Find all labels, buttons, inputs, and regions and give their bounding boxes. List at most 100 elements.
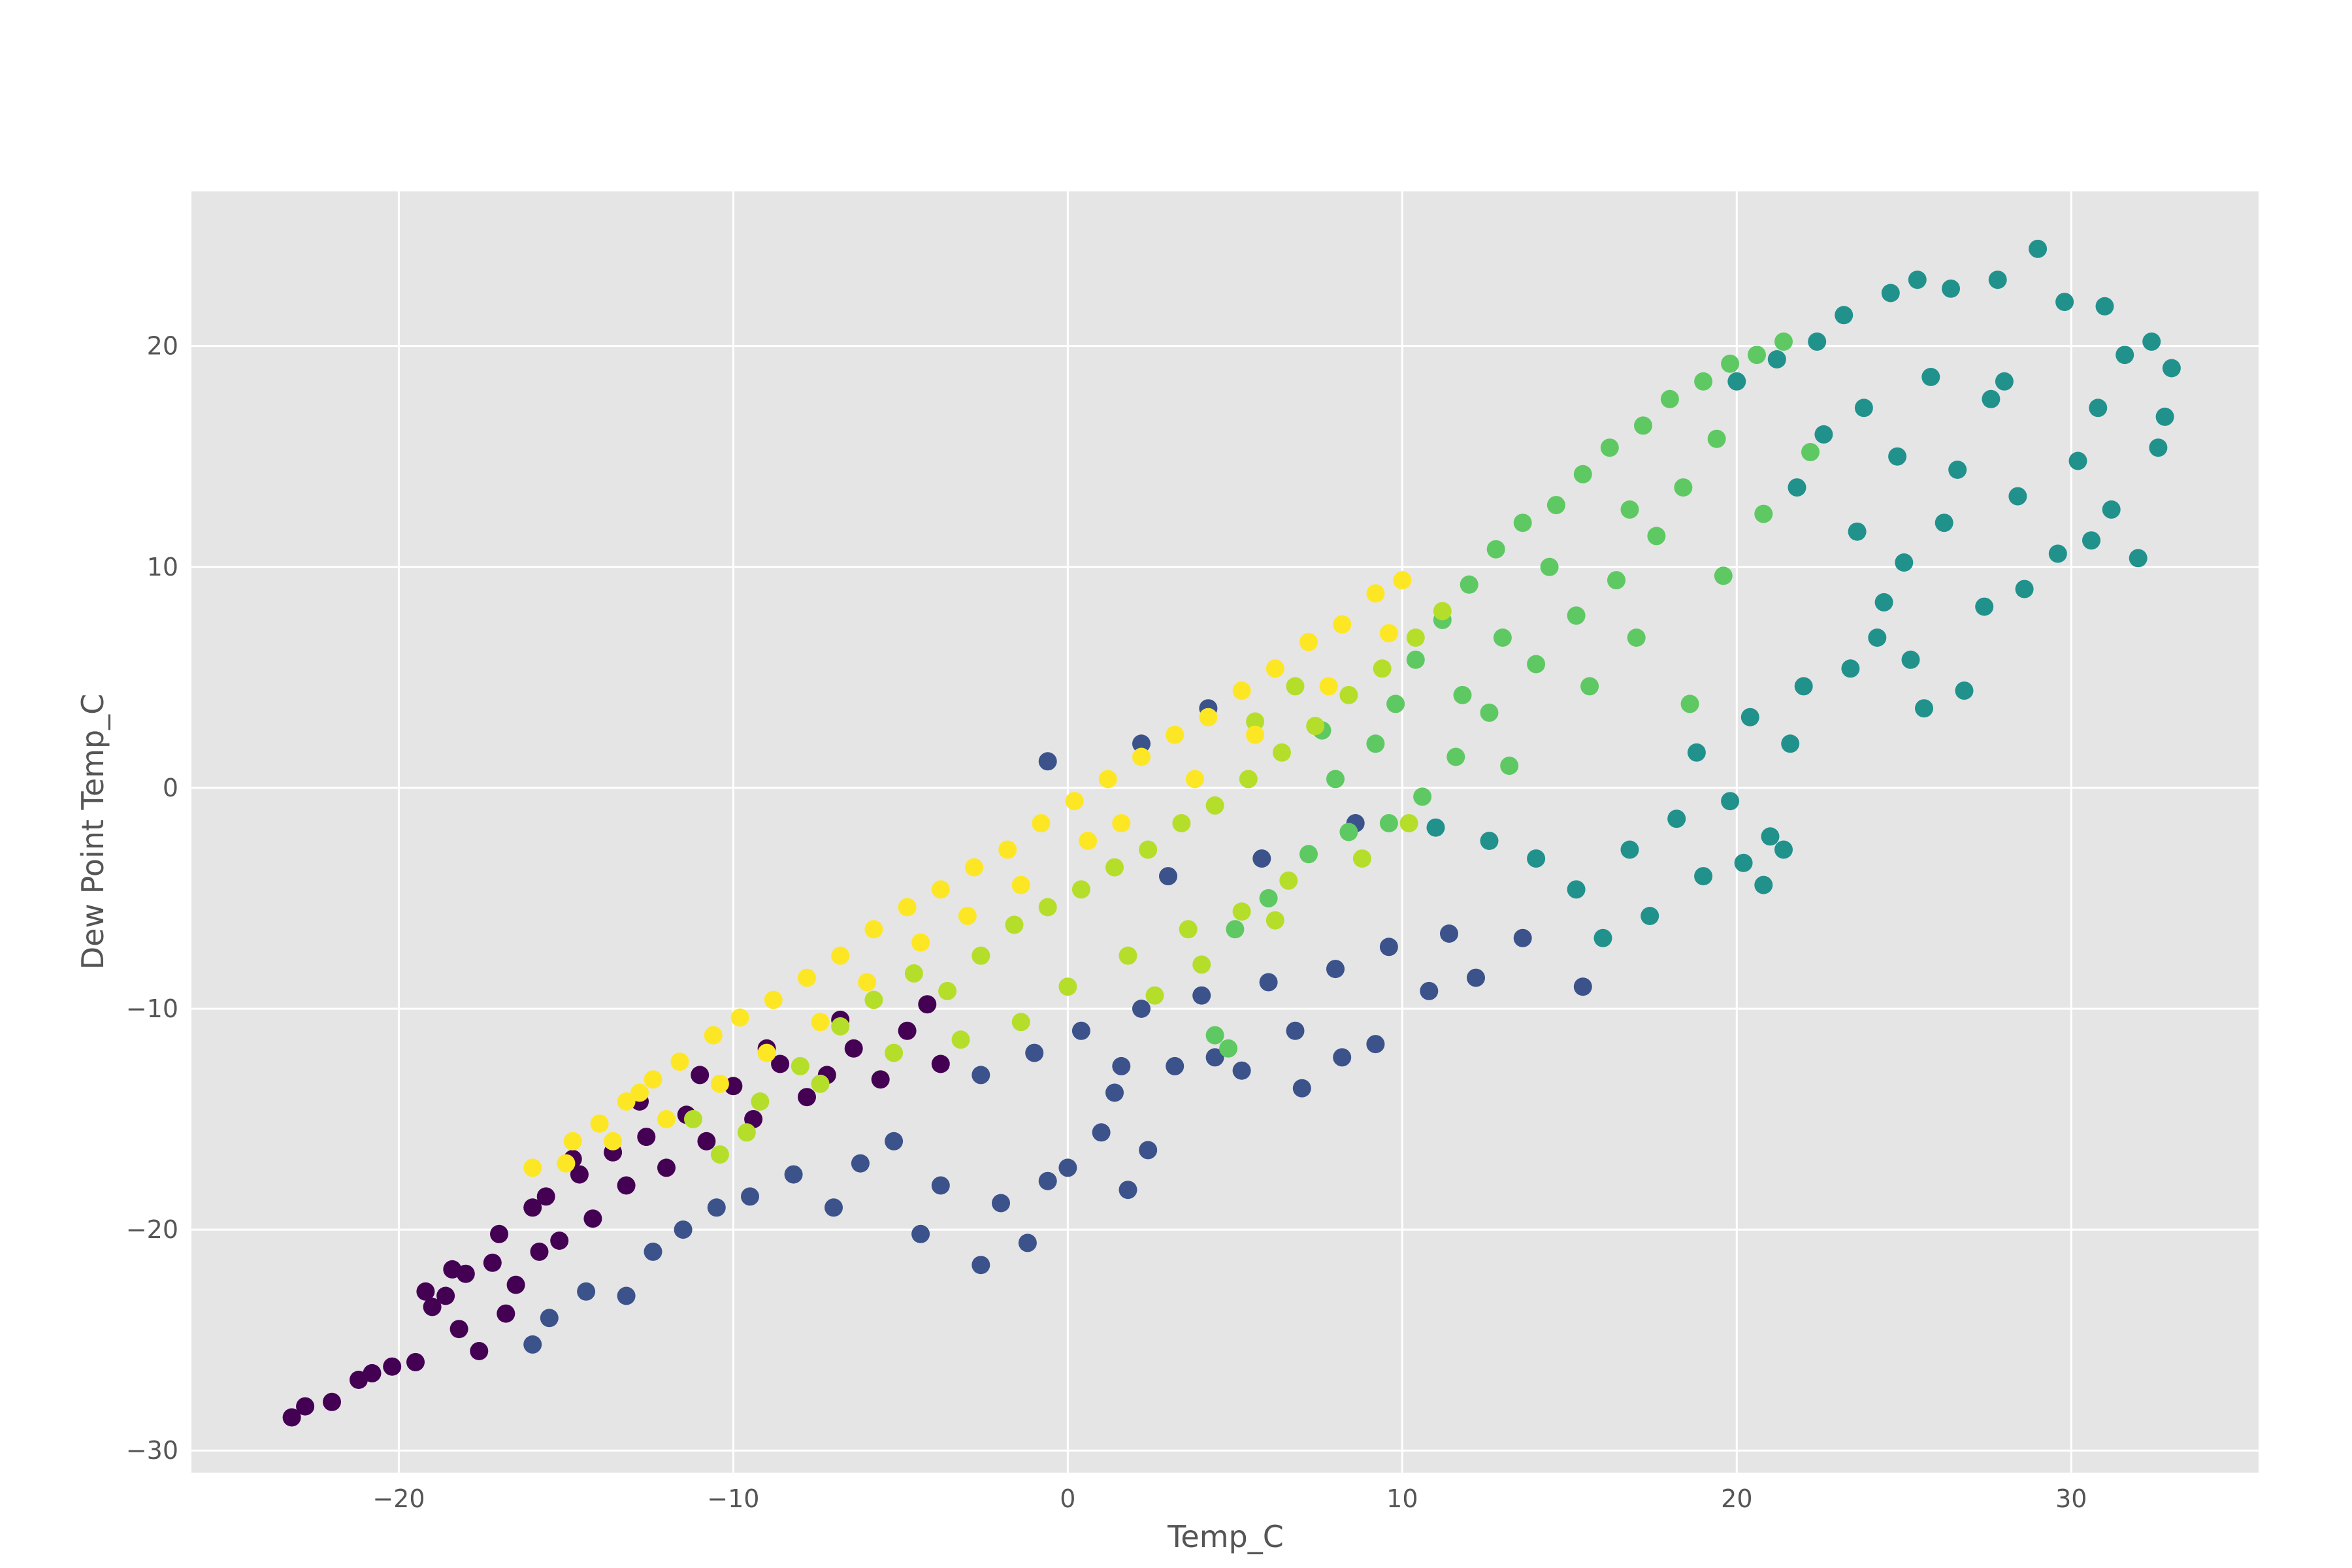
data-point: [1774, 332, 1793, 351]
data-point: [2095, 297, 2114, 316]
data-point: [1393, 571, 1412, 590]
data-point: [1038, 898, 1057, 917]
data-point: [1754, 875, 1773, 894]
data-point: [423, 1298, 442, 1316]
data-point: [1279, 871, 1298, 890]
data-point: [1005, 915, 1024, 934]
data-point: [1205, 1026, 1224, 1045]
data-point: [885, 1132, 904, 1151]
data-point: [1433, 602, 1452, 621]
data-point: [497, 1304, 515, 1323]
data-point: [1119, 946, 1137, 965]
data-point: [1420, 981, 1439, 1000]
data-point: [1166, 725, 1184, 744]
data-point: [2115, 346, 2134, 365]
data-point: [1694, 867, 1713, 886]
data-point: [1379, 624, 1398, 643]
data-point: [557, 1154, 576, 1173]
data-point: [751, 1092, 770, 1111]
data-point: [898, 1021, 917, 1040]
data-point: [1835, 306, 1854, 325]
data-point: [730, 1008, 749, 1027]
data-point: [1379, 814, 1398, 832]
data-point: [1011, 875, 1030, 894]
data-point: [1808, 332, 1827, 351]
data-point: [1480, 703, 1499, 722]
data-point: [1132, 747, 1151, 766]
data-point: [1921, 368, 1940, 386]
data-point: [931, 1054, 950, 1073]
data-point: [530, 1242, 549, 1261]
data-point: [1694, 372, 1713, 391]
data-point: [1680, 694, 1699, 713]
data-point: [1058, 977, 1077, 996]
x-axis-label: Temp_C: [1167, 1519, 1284, 1554]
data-point: [1881, 284, 1900, 302]
data-point: [710, 1145, 729, 1164]
x-tick-label: 30: [2055, 1484, 2087, 1513]
data-point: [1667, 809, 1686, 828]
data-point: [1219, 1039, 1238, 1058]
data-point: [1935, 514, 1953, 532]
data-point: [1386, 694, 1405, 713]
data-point: [1139, 1141, 1158, 1160]
data-point: [523, 1335, 542, 1354]
data-point: [1259, 973, 1278, 992]
data-point: [1687, 743, 1706, 762]
data-point: [1426, 818, 1445, 837]
data-point: [1801, 443, 1820, 461]
data-point: [911, 1224, 930, 1243]
data-point: [577, 1282, 596, 1301]
data-point: [436, 1286, 455, 1305]
grid-lines: [191, 191, 2259, 1473]
data-point: [1641, 907, 1659, 925]
data-point: [798, 1088, 816, 1107]
x-tick-labels: −20 −10 0 10 20 30: [372, 1484, 2087, 1513]
data-point: [644, 1070, 662, 1089]
data-point: [449, 1320, 468, 1339]
data-point: [1955, 681, 1974, 700]
data-point: [697, 1132, 716, 1151]
x-tick-label: 20: [1721, 1484, 1752, 1513]
data-point: [858, 973, 877, 992]
data-point: [1714, 566, 1733, 585]
data-point: [2089, 399, 2108, 417]
data-point: [1339, 823, 1358, 841]
data-point: [1139, 840, 1158, 859]
data-point: [707, 1198, 726, 1217]
data-point: [958, 907, 977, 925]
data-point: [1620, 840, 1639, 859]
data-point: [2055, 293, 2074, 312]
data-point: [1440, 924, 1458, 943]
data-point: [1025, 1043, 1044, 1062]
data-point: [1634, 416, 1652, 435]
data-point: [1995, 372, 2014, 391]
data-points: [282, 239, 2181, 1427]
data-point: [1754, 504, 1773, 523]
y-axis-label: Dew Point Temp_C: [75, 694, 110, 970]
data-point: [1674, 478, 1693, 497]
data-point: [1567, 606, 1586, 625]
data-point: [1406, 650, 1425, 669]
y-tick-label: −10: [126, 994, 178, 1023]
data-point: [630, 1083, 649, 1102]
data-point: [1071, 880, 1090, 899]
data-point: [536, 1187, 555, 1206]
data-point: [443, 1260, 462, 1279]
data-point: [1071, 1021, 1090, 1040]
data-point: [563, 1132, 582, 1151]
data-point: [1901, 650, 1920, 669]
data-point: [904, 964, 923, 983]
data-point: [931, 880, 950, 899]
y-tick-label: 20: [147, 332, 178, 361]
data-point: [1239, 770, 1258, 789]
data-point: [1620, 500, 1639, 519]
data-point: [1627, 629, 1646, 647]
data-point: [1299, 845, 1318, 864]
data-point: [798, 968, 816, 987]
data-point: [470, 1342, 489, 1360]
data-point: [1600, 438, 1619, 457]
data-point: [965, 858, 983, 877]
x-tick-label: 10: [1386, 1484, 1418, 1513]
data-point: [1647, 527, 1666, 546]
